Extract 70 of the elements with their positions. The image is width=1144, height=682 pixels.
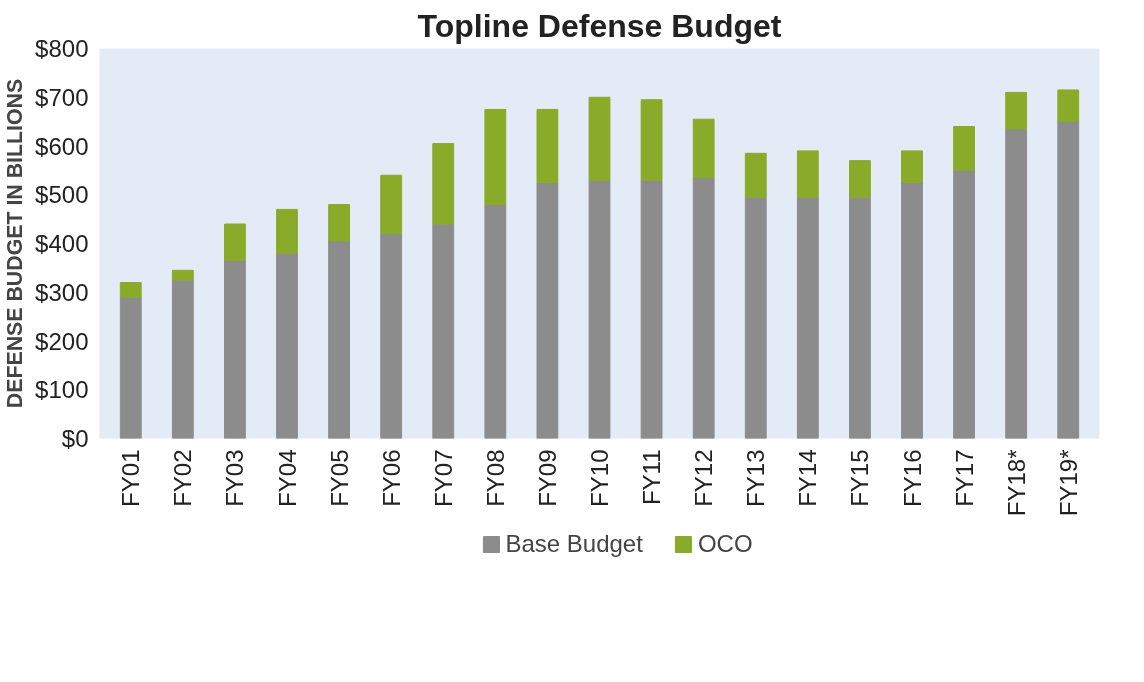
y-tick-label: $200 [35,327,89,355]
bar [1057,89,1080,123]
bar [328,240,350,439]
bar [536,108,559,184]
bar [588,179,611,439]
bar [171,279,194,439]
bar [119,296,142,439]
bar [744,152,767,198]
x-tick-label: FY04 [273,449,301,507]
bar [328,204,350,242]
bar [380,174,403,235]
legend-label: OCO [697,530,753,558]
bar [953,169,975,439]
x-tick-label: FY14 [794,449,822,507]
bar [744,196,767,439]
bar [640,99,663,181]
x-tick-label: FY13 [742,449,770,507]
chart-title: Topline Defense Budget [417,7,782,44]
y-axis-title: DEFENSE BUDGET IN BILLIONS [3,78,28,409]
bar [901,182,923,439]
bar [1005,91,1028,130]
x-tick-label: FY16 [898,449,926,507]
x-tick-label: FY09 [533,449,561,507]
x-tick-label: FY05 [325,449,353,507]
y-tick-label: $500 [35,181,89,209]
bar [849,160,871,198]
x-tick-label: FY19* [1054,449,1082,517]
bar [1005,128,1028,439]
bar [224,260,246,439]
y-tick-label: $400 [35,230,89,257]
x-tick-label: FY01 [117,449,145,507]
x-tick-label: FY18* [1002,449,1030,517]
x-tick-label: FY08 [481,449,509,507]
bar [432,223,455,439]
x-tick-label: FY11 [638,449,666,506]
y-tick-label: $600 [35,132,89,160]
bar [484,108,507,205]
y-tick-label: $300 [35,278,89,306]
bar [953,126,975,171]
x-tick-label: FY10 [586,449,613,507]
y-tick-label: $700 [35,83,89,111]
x-tick-label: FY03 [221,449,249,507]
x-tick-label: FY07 [429,449,457,507]
bar [849,196,871,439]
bar [432,143,455,225]
bar [380,233,403,439]
bar [796,196,819,439]
y-tick-label: $800 [35,35,89,62]
bar [796,150,819,198]
bar [1057,121,1080,439]
bar [484,204,507,439]
bar [224,223,246,262]
x-tick-label: FY12 [690,449,718,507]
bar [276,208,298,254]
bar [640,179,663,439]
bar [119,282,142,298]
bar [588,96,611,181]
bar [171,269,194,281]
bar [901,150,923,184]
y-tick-label: $0 [61,425,89,452]
bar [692,177,715,439]
x-tick-label: FY06 [377,449,405,507]
x-tick-label: FY02 [169,449,197,507]
bar [536,182,559,439]
legend-label: Base Budget [505,530,643,558]
x-tick-label: FY15 [846,449,874,507]
bar [276,252,298,439]
x-tick-label: FY17 [950,449,978,507]
bar [692,118,715,179]
y-tick-label: $100 [35,376,89,404]
